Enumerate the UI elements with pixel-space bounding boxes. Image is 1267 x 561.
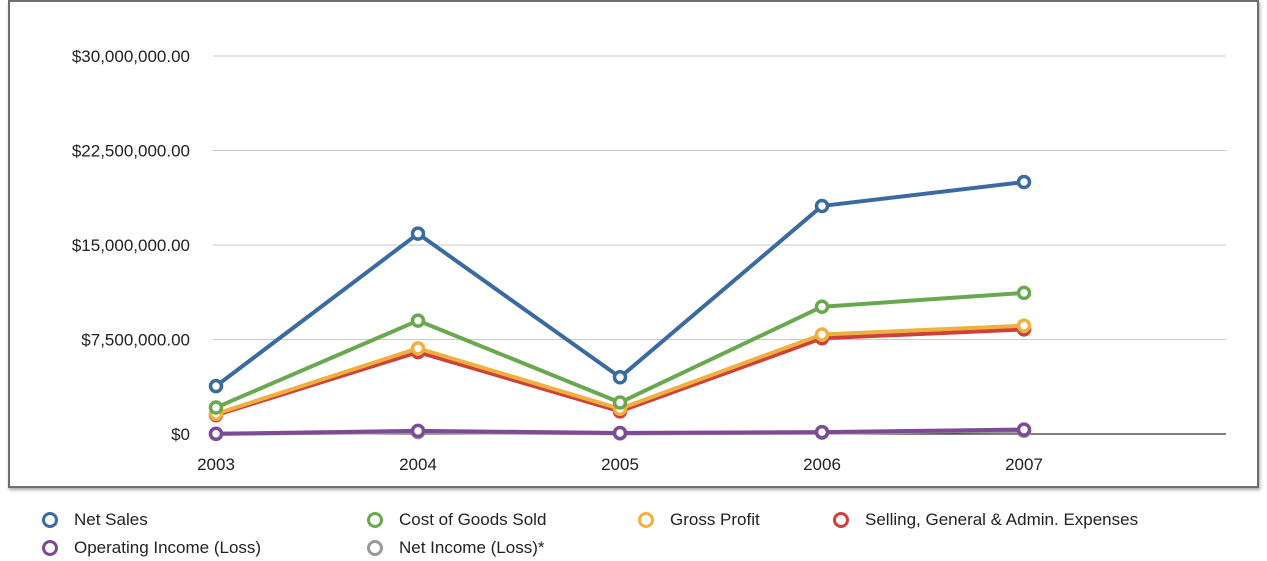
data-point[interactable]: [612, 395, 628, 410]
legend-item-net-income[interactable]: Net Income (Loss)*: [367, 538, 545, 558]
legend-marker-icon: [638, 512, 654, 528]
legend-marker-icon: [833, 512, 849, 528]
data-point[interactable]: [208, 378, 224, 394]
y-tick-label: $0: [171, 425, 190, 444]
y-tick-label: $22,500,000.00: [72, 142, 190, 161]
line-chart: $0 $7,500,000.00 $15,000,000.00 $22,500,000…: [72, 47, 1226, 474]
x-tick-label: 2007: [1005, 455, 1043, 474]
data-point[interactable]: [1016, 174, 1032, 190]
x-tick-label: 2005: [601, 455, 639, 474]
series-line: [215, 290, 1025, 410]
data-point[interactable]: [814, 198, 830, 214]
legend-label: Selling, General & Admin. Expenses: [865, 510, 1139, 529]
legend-label: Net Sales: [74, 510, 148, 529]
data-point[interactable]: [814, 424, 830, 440]
data-point[interactable]: [1016, 318, 1032, 333]
data-point[interactable]: [814, 327, 830, 342]
data-point[interactable]: [410, 423, 426, 439]
legend-label: Gross Profit: [670, 510, 760, 529]
legend-item-gross-profit[interactable]: Gross Profit: [638, 510, 760, 530]
legend-label: Cost of Goods Sold: [399, 510, 547, 529]
x-tick-label: 2004: [399, 455, 437, 474]
x-tick-label: 2006: [803, 455, 841, 474]
data-point[interactable]: [612, 425, 628, 441]
data-point[interactable]: [814, 299, 830, 314]
data-point[interactable]: [1016, 285, 1032, 301]
legend-marker-icon: [42, 540, 58, 556]
data-point[interactable]: [410, 341, 426, 356]
legend-marker-icon: [367, 540, 383, 556]
legend-item-operating-income[interactable]: Operating Income (Loss): [42, 538, 261, 558]
data-point[interactable]: [1016, 422, 1032, 437]
data-point[interactable]: [410, 313, 426, 328]
legend-marker-icon: [367, 512, 383, 528]
legend-marker-icon: [42, 512, 58, 528]
y-tick-label: $30,000,000.00: [72, 47, 190, 66]
data-point[interactable]: [612, 370, 628, 385]
legend-item-cost-of-goods-sold[interactable]: Cost of Goods Sold: [367, 510, 546, 530]
x-tick-label: 2003: [197, 455, 235, 474]
y-tick-label: $7,500,000.00: [81, 331, 190, 350]
legend-label: Net Income (Loss)*: [399, 538, 545, 557]
data-point[interactable]: [208, 400, 224, 415]
data-point[interactable]: [208, 426, 224, 441]
y-tick-label: $15,000,000.00: [72, 236, 190, 255]
legend-label: Operating Income (Loss): [74, 538, 262, 557]
legend-item-sga-expenses[interactable]: Selling, General & Admin. Expenses: [833, 510, 1138, 530]
data-point[interactable]: [410, 226, 426, 241]
legend-item-net-sales[interactable]: Net Sales: [42, 510, 148, 530]
